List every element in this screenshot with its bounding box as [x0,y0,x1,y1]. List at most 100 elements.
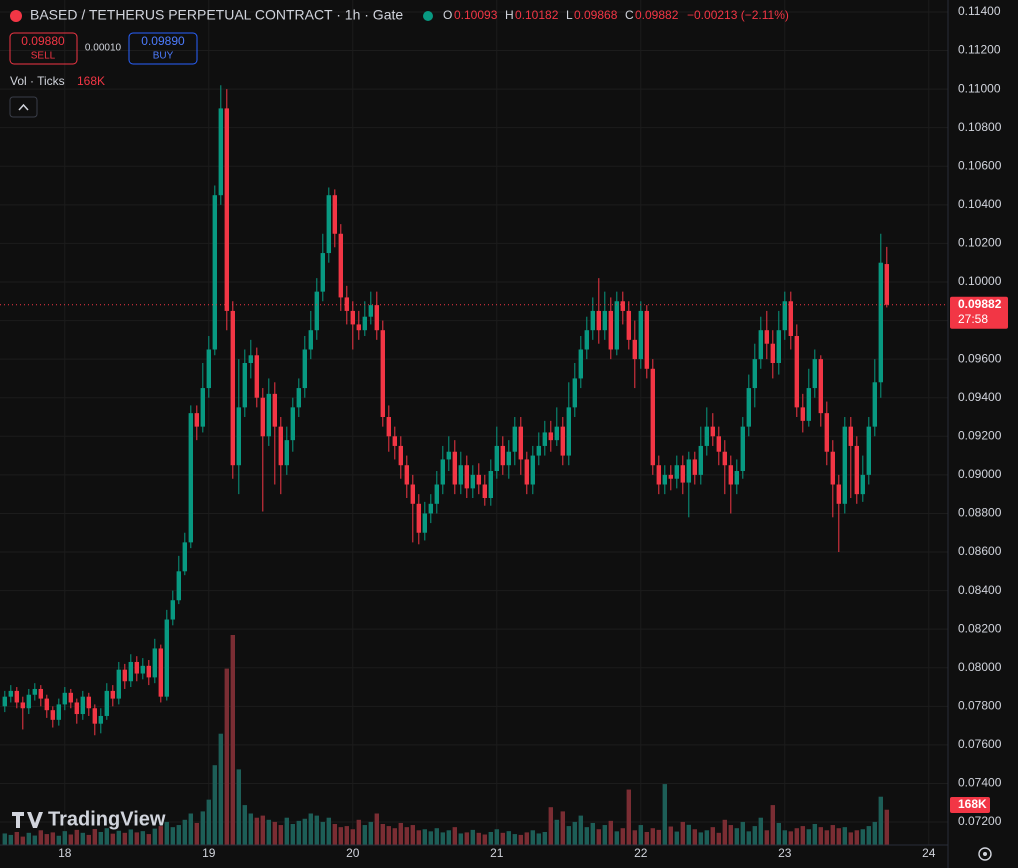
candle-body [320,253,325,292]
volume-bar [428,831,433,845]
candle-body [194,413,199,427]
candle-body [740,426,745,472]
settings-icon[interactable] [983,852,987,856]
candle-body [734,471,739,485]
candle-body [116,669,121,699]
volume-bar [758,817,763,845]
settings-button[interactable] [978,847,992,861]
volume-bar [644,831,649,845]
candle-body [536,445,541,456]
candle-body [818,359,823,414]
volume-bar [146,834,151,845]
y-tick-label: 0.08800 [958,506,1002,520]
volume-bar [446,830,451,845]
candle-body [488,471,493,499]
volume-bar [476,832,481,845]
volume-bar [200,811,205,845]
volume-bar [536,833,541,845]
candle-body [68,692,73,703]
candle-body [242,362,247,408]
volume-bar [776,822,781,845]
volume-bar [548,807,553,845]
x-tick-label: 21 [490,846,504,860]
candle-body [326,195,331,254]
buy-button[interactable] [128,32,198,65]
candle-body [548,432,553,441]
volume-bar [98,831,103,845]
collapse-icon[interactable] [18,103,29,111]
volume-bar [482,834,487,845]
volume-bar [884,809,889,845]
candle-body [218,108,223,196]
volume-bar [512,834,517,845]
volume-bar [698,832,703,845]
volume-bar [398,822,403,845]
y-tick-label: 0.09600 [958,351,1002,365]
volume-bar [254,817,259,845]
volume-bar [92,829,97,845]
candle-body [98,715,103,724]
volume-bar [74,829,79,845]
collapse-button[interactable] [9,96,38,118]
sell-price[interactable]: 0.09880 [21,34,65,48]
sell-button[interactable] [9,32,78,65]
candle-body [440,459,445,485]
volume-bar [560,811,565,845]
volume-bar [740,821,745,845]
candle-body [674,465,679,479]
volume-bar [368,821,373,845]
countdown: 27:58 [958,312,988,326]
volume-bar [842,827,847,845]
c-label: C [625,8,634,22]
volume-bar [578,815,583,845]
candle-body [314,291,319,331]
volume-indicator-value: 168K [77,74,105,88]
volume-bar [422,829,427,845]
candle-body [650,368,655,466]
sell-label[interactable]: SELL [31,51,56,62]
volume-bar [878,796,883,845]
volume-bar [62,831,67,845]
candle-body [812,359,817,389]
candle-body [20,702,25,709]
candle-body [350,310,355,325]
volume-bar [302,818,307,845]
candle-body [596,310,601,331]
candle-body [206,349,211,389]
volume-bar [404,827,409,845]
y-tick-label: 0.09000 [958,467,1002,481]
candle-body [482,484,487,499]
candle-body [500,445,505,466]
buy-label[interactable]: BUY [153,51,174,62]
candle-body [56,704,61,720]
candle-body [806,388,811,421]
candle-body [758,330,763,360]
candle-body [800,407,805,421]
candle-body [524,459,529,485]
volume-bar [392,828,397,845]
candle-body [260,397,265,437]
candle-body [344,297,349,311]
y-tick-label: 0.10000 [958,274,1002,288]
candle-body [878,262,883,383]
volume-bar [110,833,115,845]
candle-body [632,339,637,360]
buy-price[interactable]: 0.09890 [141,34,185,48]
volume-bar [2,833,7,845]
candle-body [446,451,451,460]
volume-bar [206,799,211,845]
candle-body [356,324,361,331]
candle-body [764,330,769,344]
volume-bar [278,825,283,845]
volume-bar [872,821,877,845]
candle-body [386,417,391,437]
x-tick-label: 23 [778,846,792,860]
volume-bar [326,817,331,845]
volume-bar [650,828,655,845]
volume-bar [140,831,145,845]
candle-body [470,474,475,489]
candle-body [434,484,439,504]
volume-bar [236,769,241,845]
